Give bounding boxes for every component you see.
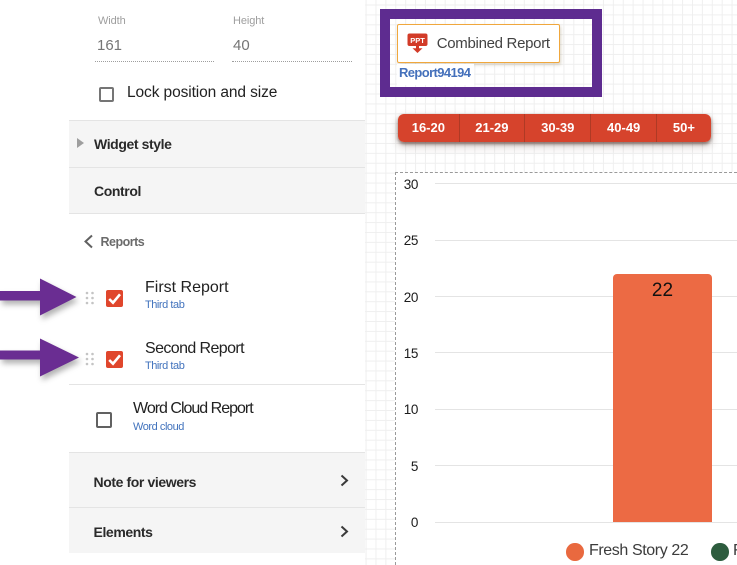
svg-text:PPT: PPT (410, 36, 425, 45)
